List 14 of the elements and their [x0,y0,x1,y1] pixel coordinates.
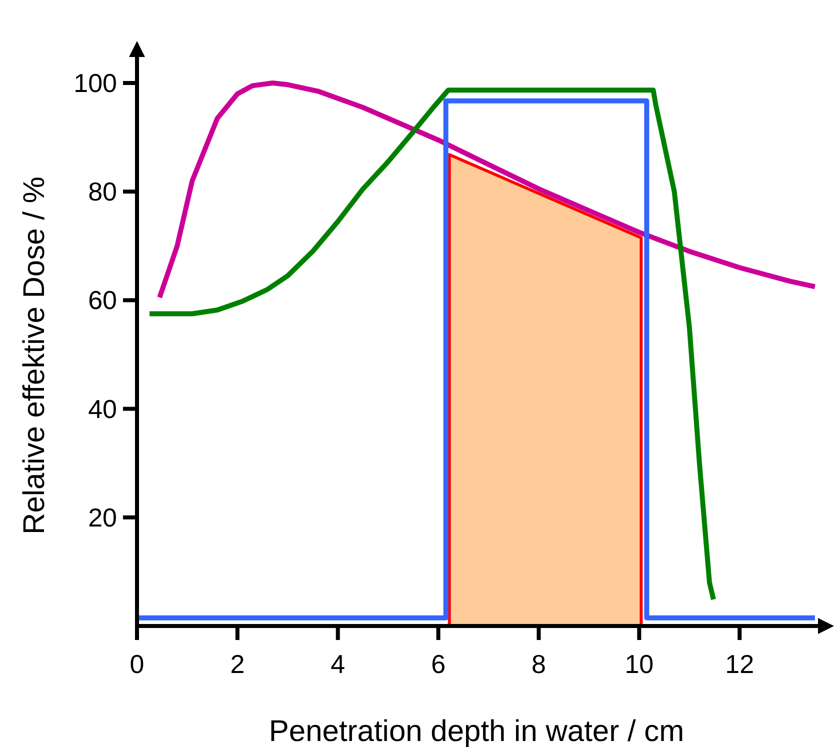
x-tick-label: 10 [624,649,654,679]
x-axis-title: Penetration depth in water / cm [268,715,684,747]
x-tick-label: 8 [532,649,546,679]
x-tick-label: 12 [725,649,754,679]
y-axis-title: Relative effektive Dose / % [18,176,51,534]
y-tick-label: 100 [74,68,117,98]
y-tick-label: 80 [88,176,117,207]
x-tick-label: 0 [130,649,144,679]
y-tick-label: 60 [88,285,117,316]
x-tick-label: 4 [330,649,346,679]
x-tick-label: 6 [431,649,446,679]
x-tick-label: 2 [230,649,245,679]
y-tick-label: 20 [88,502,117,532]
y-tick-label: 40 [88,394,117,424]
